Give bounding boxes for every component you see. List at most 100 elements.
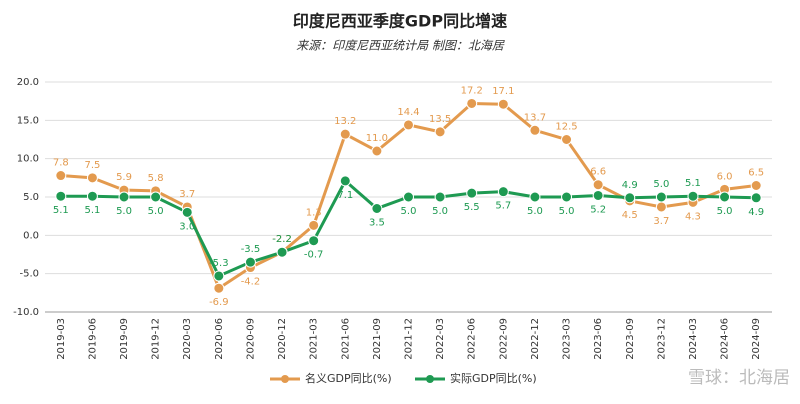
x-tick-label: 2024-03 (688, 318, 699, 360)
x-tick-label: 2020-12 (277, 318, 288, 360)
x-tick-label: 2019-12 (151, 318, 162, 360)
data-label: -6.9 (209, 297, 229, 308)
point (719, 191, 731, 203)
point (655, 191, 667, 203)
x-tick-label: 2020-03 (182, 318, 193, 360)
data-label: 12.5 (555, 122, 577, 133)
watermark: 雪球：北海居 (688, 368, 790, 388)
data-label: 5.0 (401, 206, 417, 217)
point (339, 128, 351, 140)
x-tick-label: 2021-09 (372, 318, 383, 360)
point (561, 191, 573, 203)
x-tick-label: 2023-12 (656, 318, 667, 360)
data-label: 11.0 (366, 133, 388, 144)
data-label: 7.8 (53, 158, 69, 169)
data-label: 5.0 (432, 206, 448, 217)
data-label: 5.7 (495, 201, 511, 212)
y-tick-label: -10.0 (13, 307, 39, 318)
point (371, 145, 383, 157)
data-label: 1.3 (306, 207, 322, 218)
point (308, 219, 320, 231)
legend-marker (426, 375, 434, 383)
point (497, 98, 509, 110)
data-label: 6.0 (717, 171, 733, 182)
x-tick-label: 2022-06 (467, 318, 478, 360)
y-tick-label: 5.0 (23, 192, 39, 203)
chart-subtitle: 来源：印度尼西亚统计局 制图：北海居 (296, 39, 505, 53)
point (244, 256, 256, 268)
point (466, 187, 478, 199)
x-tick-label: 2024-09 (751, 318, 762, 360)
x-tick-label: 2021-06 (340, 318, 351, 360)
x-tick-label: 2020-06 (214, 318, 225, 360)
point (371, 203, 383, 214)
point (466, 97, 478, 109)
x-tick-label: 2021-12 (404, 318, 415, 360)
data-label: 5.9 (116, 172, 132, 183)
data-label: 3.7 (179, 189, 195, 200)
point (592, 179, 604, 191)
data-label: 6.6 (590, 167, 606, 178)
point (403, 191, 414, 203)
x-tick-label: 2019-06 (87, 318, 98, 360)
data-label: 13.7 (524, 112, 546, 123)
point (55, 170, 67, 182)
data-label: 17.1 (492, 86, 514, 97)
point (497, 186, 509, 198)
data-label: -2.2 (272, 234, 292, 245)
data-label: -4.2 (241, 277, 261, 288)
point (339, 175, 351, 187)
data-label: 7.5 (84, 160, 100, 171)
point (213, 282, 225, 294)
data-label: 4.5 (622, 210, 638, 221)
point (55, 190, 67, 202)
legend-marker (281, 375, 289, 383)
x-tick-label: 2022-09 (498, 318, 509, 360)
chart-title: 印度尼西亚季度GDP同比增速 (293, 12, 507, 31)
point (434, 191, 446, 203)
data-label: 6.5 (748, 168, 764, 179)
data-label: 5.0 (717, 206, 733, 217)
data-label: 5.0 (559, 206, 575, 217)
data-label: 5.1 (84, 205, 100, 216)
data-label: -5.3 (209, 258, 229, 269)
point (750, 180, 762, 191)
x-tick-label: 2021-03 (309, 318, 320, 360)
data-label: 3.7 (653, 216, 669, 227)
point (750, 192, 762, 204)
data-label: 4.9 (622, 180, 638, 191)
x-tick-label: 2019-03 (56, 318, 67, 360)
point (624, 192, 636, 204)
data-label: -3.5 (241, 244, 261, 255)
point (181, 206, 193, 218)
data-label: 5.1 (685, 178, 701, 189)
data-label: -2.2 (272, 234, 292, 245)
point (561, 134, 573, 145)
x-tick-label: 2022-12 (530, 318, 541, 360)
y-tick-label: -5.0 (19, 269, 39, 280)
data-label: 13.5 (429, 114, 451, 125)
legend-label: 名义GDP同比(%) (305, 371, 392, 385)
point (529, 124, 541, 136)
point (118, 191, 130, 203)
data-label: 13.2 (334, 116, 356, 127)
point (592, 189, 604, 201)
point (529, 191, 541, 203)
data-label: 5.2 (590, 204, 606, 215)
data-label: 4.3 (685, 211, 701, 222)
data-label: 5.8 (148, 173, 164, 184)
data-label: 5.0 (116, 206, 132, 217)
y-tick-label: 10.0 (17, 154, 39, 165)
point (150, 191, 162, 203)
data-label: 5.5 (464, 202, 480, 213)
point (403, 119, 414, 131)
point (687, 190, 699, 202)
y-tick-label: 20.0 (17, 77, 39, 88)
data-label: 5.0 (148, 206, 164, 217)
point (213, 270, 225, 282)
data-label: 3.0 (179, 221, 195, 232)
point (86, 190, 98, 202)
data-label: 4.9 (748, 207, 764, 218)
point (434, 126, 446, 138)
